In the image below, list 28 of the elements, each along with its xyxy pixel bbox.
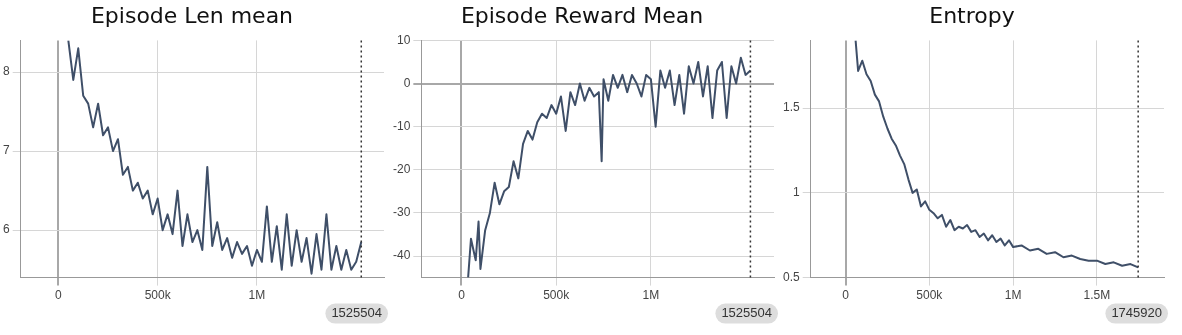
- y-tick-label: 6: [2, 222, 10, 237]
- y-tick-label: 0.5: [782, 269, 800, 284]
- x-tick-label: 0: [55, 288, 63, 303]
- y-tick-label: 1: [792, 185, 800, 200]
- x-tick-label: 500k: [144, 288, 172, 303]
- y-tick-label: -10: [393, 118, 411, 133]
- y-tick-label: 8: [2, 64, 10, 79]
- x-tick-label: 500k: [543, 288, 571, 303]
- x-tick-label: 1M: [1004, 288, 1022, 303]
- y-tick-label: -30: [393, 205, 411, 220]
- chart-title: Entropy: [929, 2, 1015, 28]
- x-tick-label: 500k: [916, 288, 944, 303]
- y-tick-label: 0: [403, 75, 411, 90]
- y-tick-label: -20: [393, 162, 411, 177]
- x-tick-label: 1M: [642, 288, 660, 303]
- x-tick-label: 0: [842, 288, 850, 303]
- x-tick-label: 0: [458, 288, 466, 303]
- y-tick-label: 10: [396, 32, 411, 47]
- y-tick-label: 1.5: [782, 100, 800, 115]
- x-tick-label: 1M: [248, 288, 266, 303]
- y-tick-label: -40: [393, 248, 411, 263]
- x-tick-label: 1.5M: [1083, 288, 1111, 303]
- chart-title: Episode Reward Mean: [460, 2, 704, 28]
- ref-line-label: 1525504: [331, 305, 383, 321]
- y-tick-label: 7: [2, 143, 10, 158]
- ref-line-label: 1525504: [721, 305, 773, 321]
- ref-line-label: 1745920: [1111, 305, 1163, 321]
- chart-title: Episode Len mean: [90, 2, 294, 28]
